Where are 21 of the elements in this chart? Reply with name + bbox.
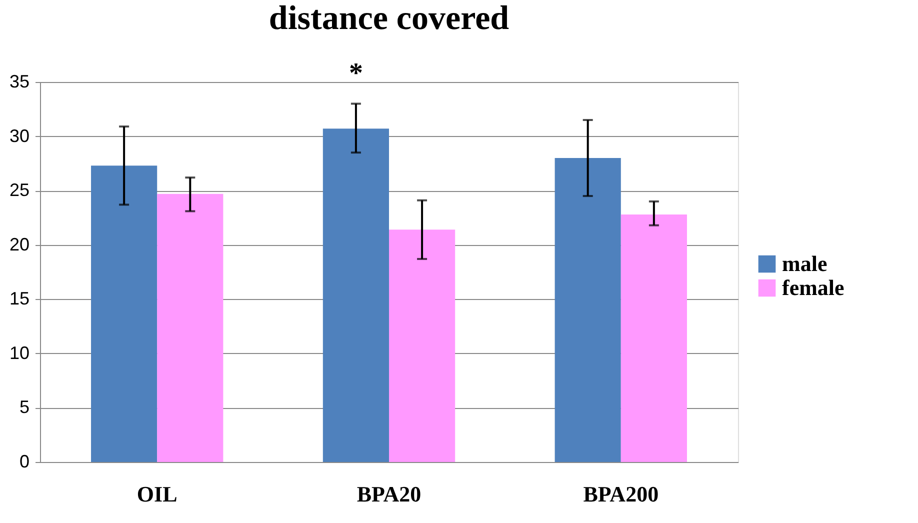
y-tick-label: 25 (9, 180, 30, 200)
bar (389, 230, 456, 462)
y-tick-label: 5 (19, 397, 30, 418)
annotation: * (348, 58, 363, 89)
legend-label: male (782, 251, 828, 276)
x-tick-label: OIL (136, 482, 178, 506)
chart-title: distance covered (268, 0, 510, 37)
bar (322, 128, 389, 462)
bar (91, 166, 158, 462)
y-tick-label: 35 (9, 72, 30, 92)
y-tick-label: 20 (9, 234, 30, 254)
bar (620, 214, 687, 462)
y-tick-label: 0 (19, 452, 30, 472)
bar (554, 158, 621, 462)
x-tick-label: BPA200 (583, 482, 659, 506)
bar (157, 194, 224, 462)
legend-label: female (782, 275, 845, 300)
y-tick-label: 30 (9, 126, 30, 146)
y-tick-label: 15 (9, 288, 30, 309)
x-tick-label: BPA20 (356, 482, 422, 506)
y-tick-label: 10 (9, 342, 30, 363)
